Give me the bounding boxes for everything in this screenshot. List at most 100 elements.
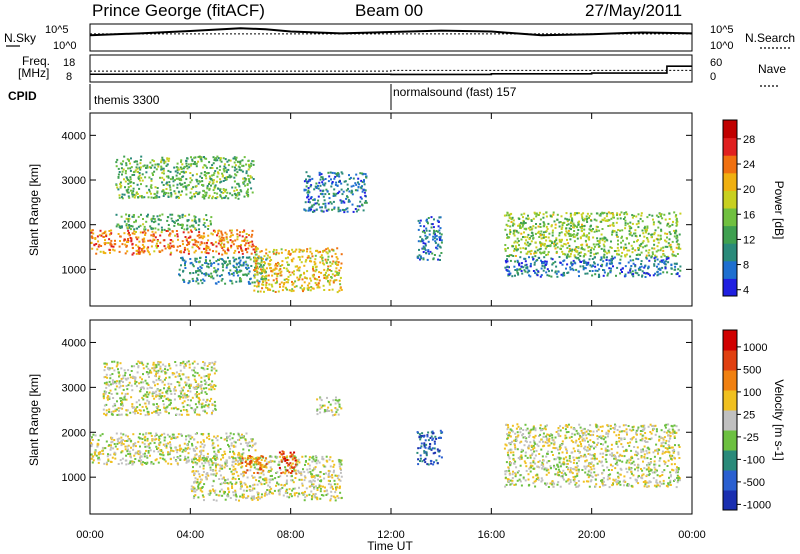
station-title: Prince George (fitACF) (92, 1, 265, 20)
power-colorbar-swatch (723, 208, 737, 227)
xtick-label: 16:00 (478, 529, 506, 541)
cpid-segment-1: themis 3300 (94, 93, 160, 107)
power-colorbar-swatch (723, 190, 737, 209)
heat-region-5 (303, 171, 368, 214)
velocity-colorbar-label: Velocity [m s-1] (772, 379, 786, 460)
power-frame (89, 112, 693, 307)
nsearch-tick-top: 10^5 (710, 24, 734, 36)
power-colorbar-swatch (723, 243, 737, 262)
colorbars: 28 24 20 16 12 8 4 1000 500 100 25 -25 -100 -500 -1000 (722, 119, 771, 511)
heat-region-2 (190, 454, 343, 502)
heat-region-5 (316, 396, 343, 417)
freq-frame (89, 54, 693, 83)
freq-unit: [MHz] (18, 66, 49, 80)
velocity-colorbar-tick: -1000 (743, 499, 771, 511)
power-colorbar-tick: 24 (743, 159, 755, 171)
heat-region-1 (115, 213, 213, 231)
velocity-colorbar-tick: -100 (743, 454, 765, 466)
ytick-label: 2000 (62, 220, 86, 232)
nave-tick-top: 60 (710, 57, 722, 69)
velocity-heatmap (90, 360, 681, 502)
velocity-frame (89, 319, 693, 515)
xtick-label: 08:00 (277, 529, 305, 541)
velocity-colorbar-tick: 500 (743, 364, 761, 376)
power-colorbar-swatch (723, 172, 737, 191)
beam-title: Beam 00 (355, 1, 423, 20)
axes: 1000 2000 3000 4000 1000 2000 3000 4000 00:00 04:… (62, 113, 706, 541)
xtick-label: 04:00 (177, 529, 205, 541)
velocity-colorbar-swatch (723, 470, 737, 491)
power-heatmap (90, 155, 682, 294)
velocity-colorbar-tick: 100 (743, 387, 761, 399)
velocity-colorbar-swatch (723, 490, 737, 511)
nsky-label: N.Sky (4, 31, 36, 45)
nsky-tick-bottom: 10^0 (53, 40, 77, 52)
ytick-label: 1000 (62, 264, 86, 276)
xtick-label: 00:00 (678, 529, 706, 541)
nave-label: Nave (758, 62, 786, 76)
heat-region-0 (90, 432, 258, 466)
heat-region-3 (178, 256, 268, 285)
ytick-label: 4000 (62, 130, 86, 142)
heat-region-7 (503, 211, 682, 258)
nsky-tick-top: 10^5 (45, 24, 69, 36)
power-colorbar-tick: 28 (743, 134, 755, 146)
power-colorbar-swatch (723, 137, 737, 156)
line-nsky (89, 27, 693, 37)
nsearch-label: N.Search (745, 31, 795, 45)
power-colorbar-tick: 16 (743, 209, 755, 221)
velocity-colorbar-swatch (723, 370, 737, 391)
ytick-label: 3000 (62, 175, 86, 187)
ytick-label: 1000 (62, 472, 86, 484)
ytick-label: 3000 (62, 382, 86, 394)
freq-label: Freq. (22, 54, 50, 68)
heat-region-0 (90, 229, 258, 256)
heat-region-3 (241, 455, 268, 475)
parameter-lines (89, 27, 693, 76)
velocity-colorbar-swatch (723, 390, 737, 411)
line-freq (90, 65, 692, 76)
velocity-ylabel: Slant Range [km] (27, 374, 41, 466)
heat-region-2 (115, 155, 255, 200)
velocity-colorbar-swatch (723, 330, 737, 351)
xtick-label: 00:00 (76, 529, 104, 541)
heat-region-9 (504, 256, 682, 269)
power-colorbar-swatch (723, 225, 737, 244)
freq-tick-top: 18 (63, 57, 75, 69)
velocity-colorbar-swatch (723, 450, 737, 471)
xtick-label: 20:00 (578, 529, 606, 541)
heat-region-4 (253, 247, 343, 294)
power-colorbar-swatch (723, 278, 737, 297)
heat-region-8 (504, 463, 681, 489)
velocity-colorbar-tick: -500 (743, 477, 765, 489)
power-colorbar-swatch (723, 120, 737, 139)
velocity-colorbar-tick: 25 (743, 409, 755, 421)
velocity-colorbar-tick: -25 (743, 432, 759, 444)
freq-tick-bottom: 8 (66, 71, 72, 83)
heat-region-8 (505, 267, 682, 278)
ytick-label: 2000 (62, 427, 86, 439)
velocity-colorbar-tick: 1000 (743, 342, 767, 354)
line-nave (90, 69, 692, 72)
xaxis-label: Time UT (367, 539, 413, 553)
power-colorbar-swatch (723, 155, 737, 174)
power-colorbar-tick: 20 (743, 184, 755, 196)
power-colorbar-label: Power [dB] (772, 181, 786, 240)
power-colorbar-tick: 8 (743, 260, 749, 272)
power-ylabel: Slant Range [km] (27, 164, 41, 256)
nave-tick-bottom: 0 (710, 71, 716, 83)
velocity-colorbar-swatch (723, 410, 737, 431)
power-colorbar-tick: 12 (743, 234, 755, 246)
xtick-label: 12:00 (377, 529, 405, 541)
heat-region-6 (416, 429, 444, 466)
nsearch-tick-bottom: 10^0 (710, 40, 734, 52)
date-title: 27/May/2011 (585, 1, 682, 20)
nsky-frame (89, 23, 693, 52)
ytick-label: 4000 (62, 337, 86, 349)
heat-region-4 (278, 450, 298, 475)
velocity-colorbar-swatch (723, 430, 737, 451)
heat-region-6 (416, 216, 443, 261)
power-colorbar-swatch (723, 260, 737, 279)
heat-region-7 (503, 423, 681, 466)
